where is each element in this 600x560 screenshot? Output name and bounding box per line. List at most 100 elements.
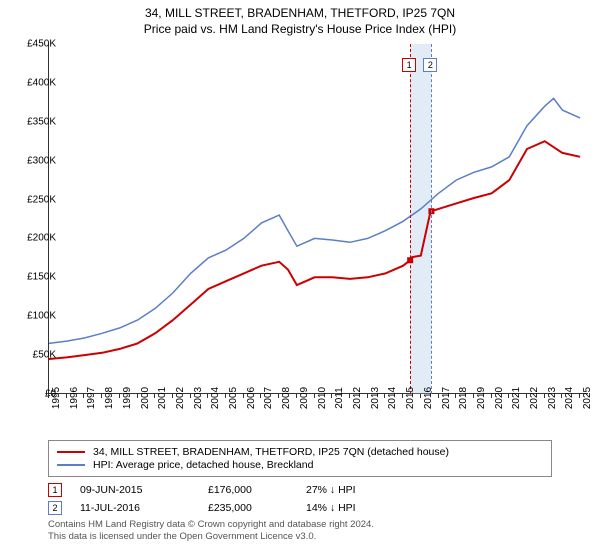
x-axis-tick [278, 394, 279, 398]
x-axis-tick [137, 394, 138, 398]
transaction-diff: 14% ↓ HPI [306, 502, 396, 514]
transactions-table: 1 09-JUN-2015 £176,000 27% ↓ HPI 2 11-JUL-201… [48, 483, 552, 515]
marker-vline [410, 44, 411, 394]
x-axis-tick [243, 394, 244, 398]
x-axis-label: 2014 [387, 387, 398, 409]
x-axis-tick [384, 394, 385, 398]
y-axis-label: £250K [27, 194, 56, 205]
footer-line1: Contains HM Land Registry data © Crown c… [48, 519, 552, 531]
x-axis-label: 1995 [51, 387, 62, 409]
x-axis-tick [420, 394, 421, 398]
x-axis-label: 2017 [441, 387, 452, 409]
x-axis-tick [473, 394, 474, 398]
x-axis-tick [508, 394, 509, 398]
x-axis-tick [260, 394, 261, 398]
x-axis-tick [207, 394, 208, 398]
x-axis-label: 2015 [405, 387, 416, 409]
legend-label: HPI: Average price, detached house, Brec… [93, 459, 313, 471]
transaction-row: 2 11-JUL-2016 £235,000 14% ↓ HPI [48, 501, 552, 515]
x-axis-tick [402, 394, 403, 398]
x-axis-tick [455, 394, 456, 398]
legend-item: HPI: Average price, detached house, Brec… [57, 459, 543, 471]
x-axis-tick [491, 394, 492, 398]
title-address: 34, MILL STREET, BRADENHAM, THETFORD, IP… [0, 6, 600, 20]
x-axis-tick [579, 394, 580, 398]
transaction-marker: 1 [402, 58, 416, 72]
y-axis-label: £50K [33, 350, 56, 361]
x-axis-label: 2011 [334, 387, 345, 409]
line-series-svg [49, 44, 589, 394]
y-axis-label: £300K [27, 155, 56, 166]
title-subtitle: Price paid vs. HM Land Registry's House … [0, 22, 600, 36]
x-axis-tick [172, 394, 173, 398]
transaction-diff: 27% ↓ HPI [306, 484, 396, 496]
x-axis-tick [561, 394, 562, 398]
legend-box: 34, MILL STREET, BRADENHAM, THETFORD, IP… [48, 440, 552, 477]
x-axis-tick [190, 394, 191, 398]
x-axis-label: 2012 [352, 387, 363, 409]
transaction-marker-inline: 2 [48, 501, 62, 515]
legend-label: 34, MILL STREET, BRADENHAM, THETFORD, IP… [93, 446, 449, 458]
x-axis-tick [544, 394, 545, 398]
x-axis-tick [83, 394, 84, 398]
x-axis-label: 2007 [263, 387, 274, 409]
x-axis-tick [367, 394, 368, 398]
x-axis-label: 1996 [69, 387, 80, 409]
y-axis-label: £100K [27, 311, 56, 322]
x-axis-label: 2001 [157, 387, 168, 409]
x-axis-label: 2013 [370, 387, 381, 409]
transaction-price: £235,000 [208, 502, 288, 514]
x-axis-tick [296, 394, 297, 398]
x-axis-tick [331, 394, 332, 398]
x-axis-label: 2006 [246, 387, 257, 409]
transaction-price: £176,000 [208, 484, 288, 496]
transaction-date: 09-JUN-2015 [80, 484, 190, 496]
x-axis-label: 2021 [511, 387, 522, 409]
x-axis-label: 2024 [564, 387, 575, 409]
x-axis-tick [349, 394, 350, 398]
x-axis-tick [154, 394, 155, 398]
y-axis-label: £450K [27, 39, 56, 50]
footer-attribution: Contains HM Land Registry data © Crown c… [48, 519, 552, 544]
x-axis-tick [66, 394, 67, 398]
x-axis-label: 2004 [210, 387, 221, 409]
series-hpi [49, 98, 580, 343]
series-property [49, 141, 580, 359]
y-axis-label: £350K [27, 116, 56, 127]
y-axis-label: £400K [27, 77, 56, 88]
legend-swatch [57, 451, 85, 453]
y-axis-label: £200K [27, 233, 56, 244]
transaction-date: 11-JUL-2016 [80, 502, 190, 514]
x-axis-label: 2009 [299, 387, 310, 409]
x-axis-tick [48, 394, 49, 398]
x-axis-tick [314, 394, 315, 398]
chart-area: £0£50K£100K£150K£200K£250K£300K£350K£400… [0, 36, 600, 436]
x-axis-label: 2018 [458, 387, 469, 409]
x-axis-label: 2003 [193, 387, 204, 409]
x-axis-label: 2005 [228, 387, 239, 409]
x-axis-label: 2020 [494, 387, 505, 409]
x-axis-label: 1999 [122, 387, 133, 409]
marker-vline [431, 44, 432, 394]
transaction-marker-inline: 1 [48, 483, 62, 497]
x-axis-tick [225, 394, 226, 398]
footer-line2: This data is licensed under the Open Gov… [48, 531, 552, 543]
x-axis-tick [101, 394, 102, 398]
x-axis-label: 2025 [582, 387, 593, 409]
chart-titles: 34, MILL STREET, BRADENHAM, THETFORD, IP… [0, 0, 600, 36]
transaction-marker: 2 [423, 58, 437, 72]
x-axis-label: 2008 [281, 387, 292, 409]
plot-region [48, 44, 588, 394]
x-axis-tick [526, 394, 527, 398]
transaction-row: 1 09-JUN-2015 £176,000 27% ↓ HPI [48, 483, 552, 497]
x-axis-label: 2002 [175, 387, 186, 409]
x-axis-label: 2023 [547, 387, 558, 409]
x-axis-tick [438, 394, 439, 398]
legend-item: 34, MILL STREET, BRADENHAM, THETFORD, IP… [57, 446, 543, 458]
x-axis-label: 2000 [140, 387, 151, 409]
x-axis-label: 2016 [423, 387, 434, 409]
x-axis-label: 2019 [476, 387, 487, 409]
x-axis-label: 1997 [86, 387, 97, 409]
x-axis-label: 2010 [317, 387, 328, 409]
x-axis-label: 1998 [104, 387, 115, 409]
